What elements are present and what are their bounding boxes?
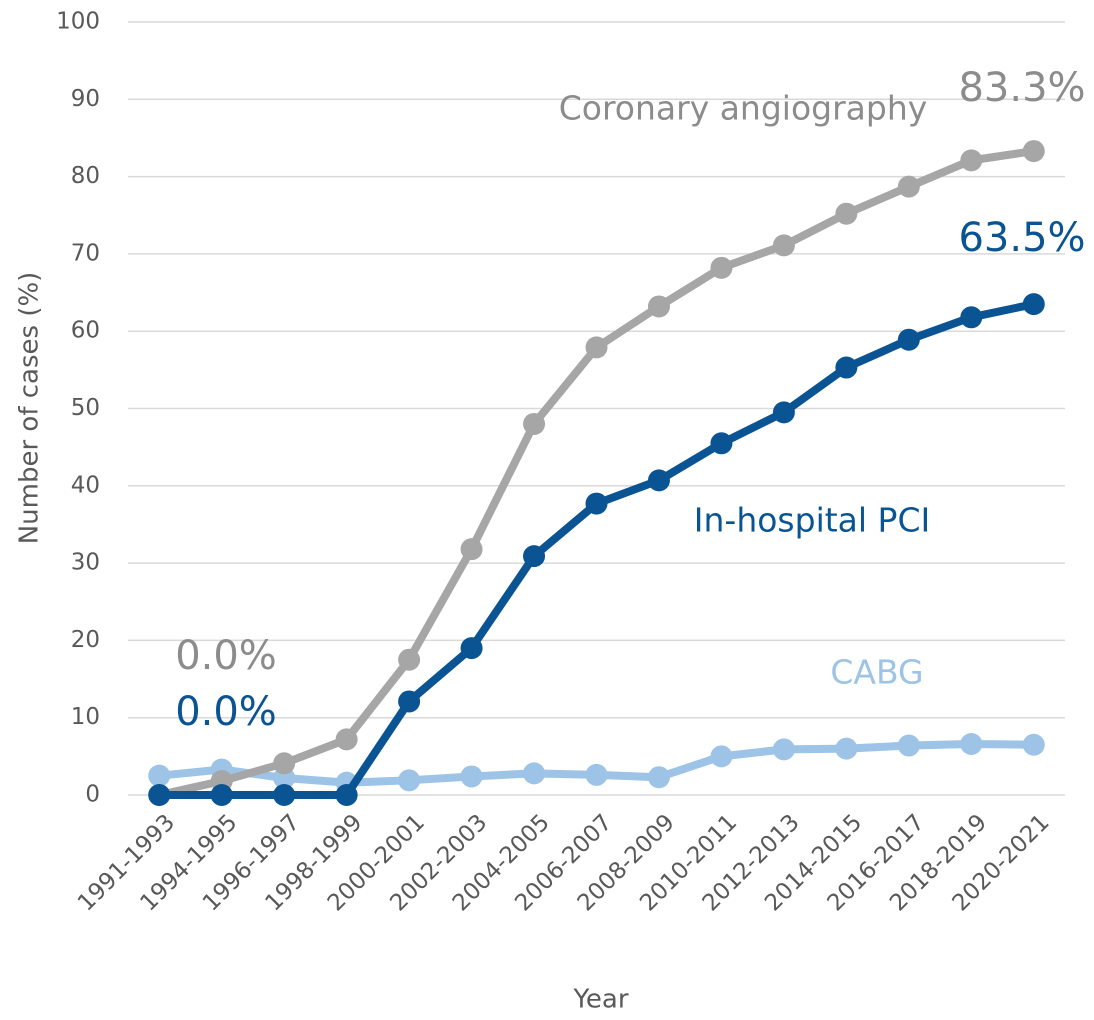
data-point — [148, 764, 171, 787]
data-point — [960, 306, 983, 329]
y-tick-label: 90 — [71, 86, 100, 112]
y-tick-label: 100 — [56, 9, 100, 35]
data-point — [710, 745, 733, 768]
data-point — [335, 784, 358, 806]
series-label: Coronary angiography — [559, 89, 928, 128]
data-point — [835, 737, 858, 760]
data-point — [835, 356, 858, 379]
data-point — [647, 295, 670, 318]
data-point — [585, 492, 608, 515]
y-tick-label: 10 — [71, 704, 100, 730]
y-tick-label: 60 — [71, 318, 100, 344]
data-point — [585, 336, 608, 359]
data-point — [835, 202, 858, 225]
data-point — [148, 784, 171, 806]
y-tick-label: 80 — [71, 163, 100, 189]
y-tick-label: 70 — [71, 240, 100, 266]
data-point — [523, 545, 546, 568]
series-line — [159, 300, 1035, 799]
y-axis-title: Number of cases (%) — [15, 272, 45, 545]
x-axis-title: Year — [572, 985, 628, 1015]
data-point — [1022, 140, 1045, 163]
data-point — [398, 648, 421, 671]
data-point — [460, 765, 483, 788]
y-tick-label: 50 — [71, 395, 100, 421]
data-point — [772, 738, 795, 761]
y-tick-label: 40 — [71, 472, 100, 498]
data-point — [772, 401, 795, 424]
data-point — [772, 234, 795, 257]
value-label: 83.3% — [958, 65, 1085, 111]
value-label: 63.5% — [958, 215, 1085, 261]
data-point — [585, 763, 608, 786]
y-tick-label: 0 — [85, 782, 100, 808]
data-point — [398, 690, 421, 713]
series-line — [158, 147, 1035, 799]
series-label: In-hospital PCI — [694, 501, 930, 540]
data-point — [460, 538, 483, 561]
data-point — [897, 734, 920, 757]
y-tick-label: 20 — [71, 627, 100, 653]
data-point — [335, 728, 358, 751]
data-point — [710, 432, 733, 455]
data-point — [960, 149, 983, 172]
data-point — [647, 469, 670, 492]
data-point — [897, 328, 920, 351]
data-point — [523, 412, 546, 435]
value-label: 0.0% — [175, 689, 277, 735]
data-point — [460, 637, 483, 660]
series-label: CABG — [830, 653, 923, 692]
data-point — [647, 766, 670, 789]
data-point — [1022, 293, 1045, 316]
data-point — [398, 769, 421, 792]
data-point — [710, 256, 733, 279]
value-label: 0.0% — [175, 633, 277, 679]
data-point — [897, 175, 920, 198]
data-point — [960, 732, 983, 755]
y-tick-label: 30 — [71, 550, 100, 576]
data-point — [210, 784, 233, 806]
data-point — [273, 784, 296, 806]
data-point — [1022, 733, 1045, 756]
data-point — [523, 762, 546, 785]
data-point — [273, 752, 296, 775]
